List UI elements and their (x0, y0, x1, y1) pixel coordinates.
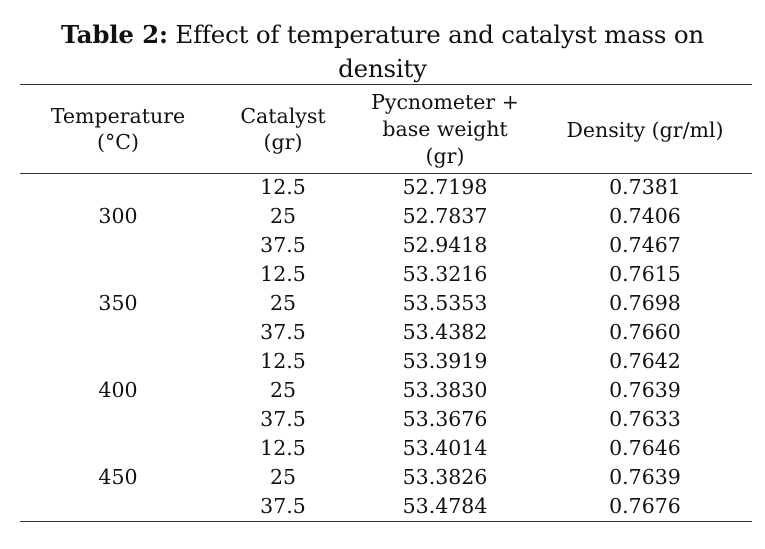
catalyst-cell: 12.5 (260, 262, 306, 286)
density-cell: 0.7698 (609, 291, 681, 315)
weight-cell: 53.3830 (402, 378, 488, 402)
weight-cell: 53.4382 (402, 320, 488, 344)
weight-cell: 53.3919 (402, 349, 488, 373)
density-cell: 0.7639 (609, 378, 681, 402)
temperature-cell: 450 (98, 465, 138, 489)
density-cell: 0.7406 (609, 204, 681, 228)
header-pycnometer: Pycnometer + base weight (gr) (355, 89, 535, 170)
catalyst-cell: 25 (269, 204, 297, 228)
header-pycnometer-line-1: Pycnometer + (371, 90, 519, 114)
weight-cell: 52.9418 (402, 233, 488, 257)
header-temperature: Temperature (°C) (28, 103, 208, 155)
catalyst-cell: 37.5 (260, 494, 306, 518)
weight-cell: 52.7198 (402, 175, 488, 199)
density-cell: 0.7639 (609, 465, 681, 489)
density-cell: 0.7633 (609, 407, 681, 431)
catalyst-cell: 12.5 (260, 349, 306, 373)
weight-cell: 53.3826 (402, 465, 488, 489)
header-temperature-line-2: (°C) (97, 130, 139, 154)
density-cell: 0.7660 (609, 320, 681, 344)
weight-cell: 53.3216 (402, 262, 488, 286)
catalyst-cell: 25 (269, 378, 297, 402)
header-catalyst-line-1: Catalyst (240, 104, 326, 128)
catalyst-cell: 25 (269, 291, 297, 315)
bottom-rule (20, 521, 752, 523)
weight-cell: 53.4784 (402, 494, 488, 518)
header-density-line-1: Density (gr/ml) (566, 118, 724, 142)
density-cell: 0.7646 (609, 436, 681, 460)
caption-line-1: Table 2: Effect of temperature and catal… (0, 18, 765, 52)
density-cell: 0.7676 (609, 494, 681, 518)
caption-label: Table 2: (60, 20, 168, 49)
density-cell: 0.7615 (609, 262, 681, 286)
header-rule (20, 173, 752, 175)
header-density: Density (gr/ml) (545, 117, 745, 143)
density-cell: 0.7381 (609, 175, 681, 199)
temperature-cell: 350 (98, 291, 138, 315)
caption-text: Effect of temperature and catalyst mass … (167, 20, 704, 49)
weight-cell: 53.4014 (402, 436, 488, 460)
catalyst-cell: 37.5 (260, 320, 306, 344)
table-caption: Table 2: Effect of temperature and catal… (0, 18, 765, 86)
catalyst-cell: 37.5 (260, 233, 306, 257)
temperature-cell: 300 (98, 204, 138, 228)
weight-cell: 53.3676 (402, 407, 488, 431)
header-pycnometer-line-2: base weight (382, 117, 508, 141)
catalyst-cell: 37.5 (260, 407, 306, 431)
catalyst-cell: 12.5 (260, 175, 306, 199)
weight-cell: 52.7837 (402, 204, 488, 228)
header-pycnometer-line-3: (gr) (425, 144, 465, 168)
header-catalyst-line-2: (gr) (263, 130, 303, 154)
density-cell: 0.7642 (609, 349, 681, 373)
temperature-cell: 400 (98, 378, 138, 402)
weight-cell: 53.5353 (402, 291, 488, 315)
density-cell: 0.7467 (609, 233, 681, 257)
header-temperature-line-1: Temperature (50, 104, 186, 128)
top-rule (20, 84, 752, 86)
catalyst-cell: 25 (269, 465, 297, 489)
caption-line-2: density (338, 54, 427, 83)
catalyst-cell: 12.5 (260, 436, 306, 460)
header-catalyst: Catalyst (gr) (223, 103, 343, 155)
